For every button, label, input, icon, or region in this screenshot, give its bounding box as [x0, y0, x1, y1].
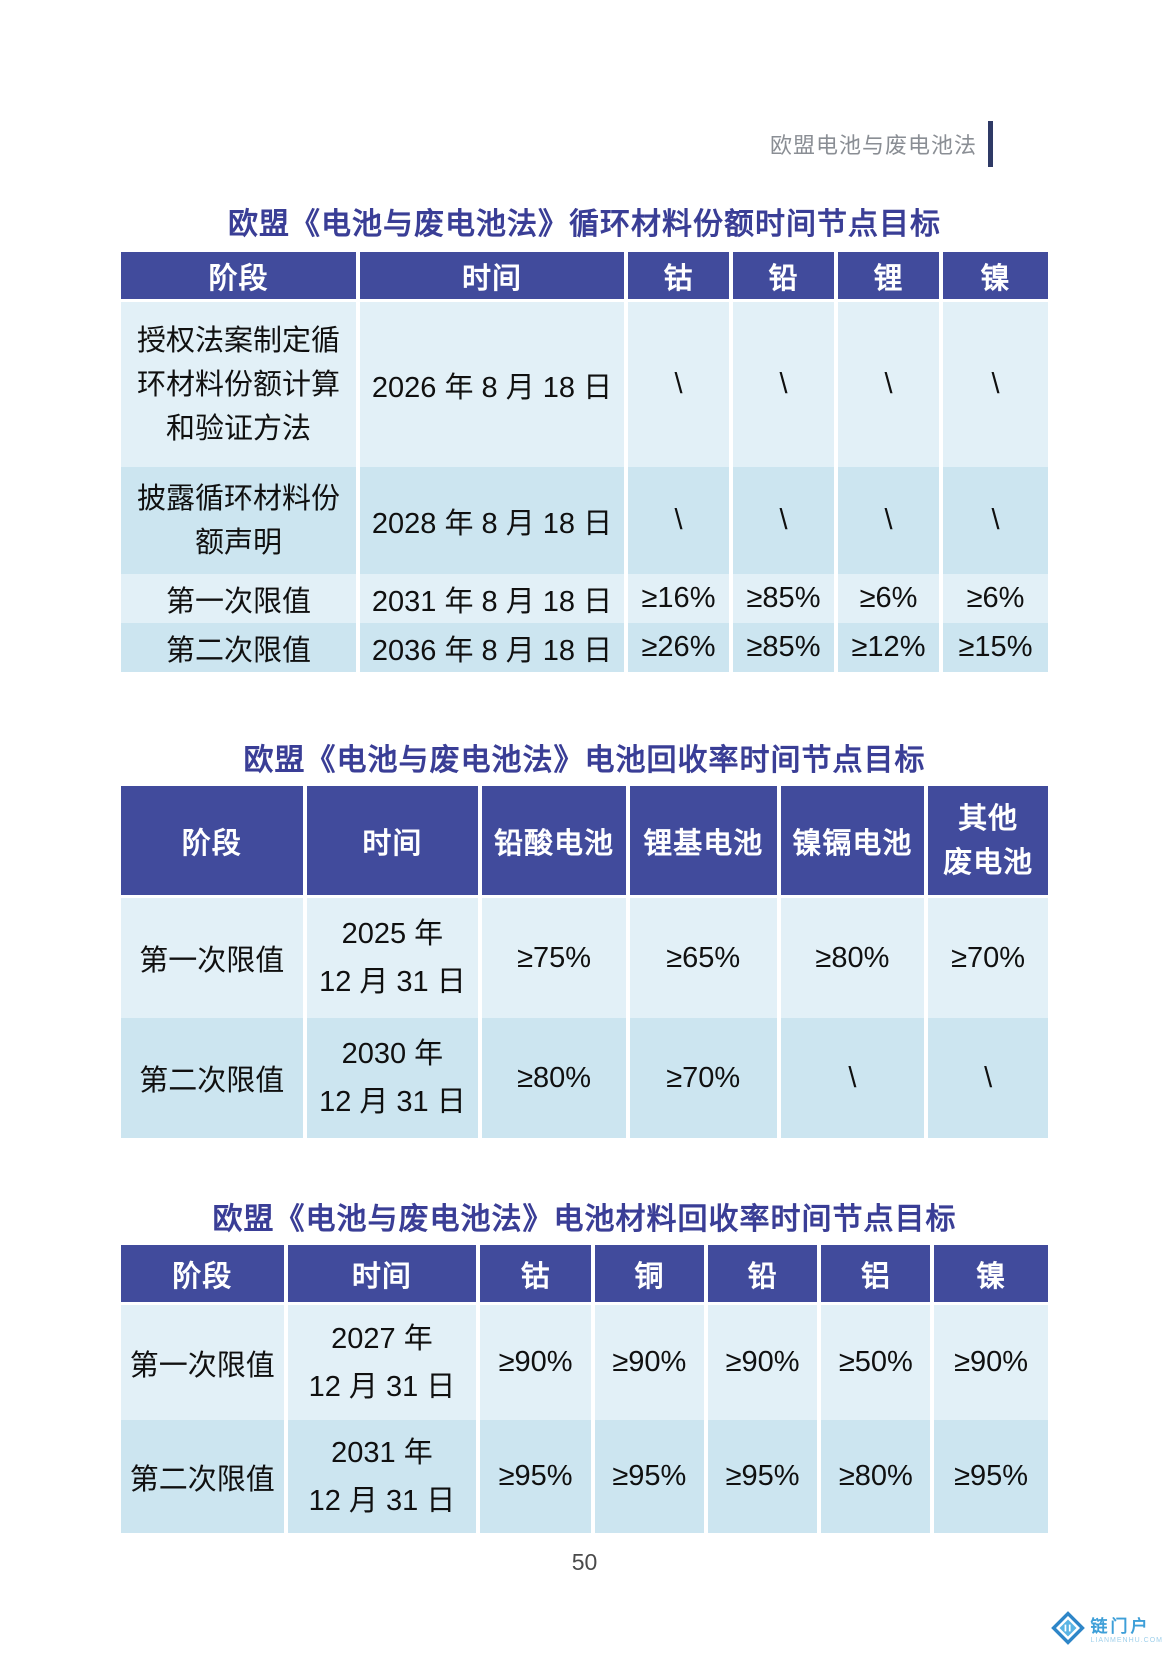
table-cell: ≥90%: [594, 1305, 708, 1420]
site-logo: 链门户 LIANMENHU.COM: [1051, 1611, 1163, 1650]
table-cell: \: [780, 1018, 929, 1138]
table-cell: ≥50%: [821, 1305, 935, 1420]
logo-text: 链门户 LIANMENHU.COM: [1090, 1618, 1163, 1644]
column-header: 铜: [594, 1245, 708, 1305]
column-header: 镍: [934, 1245, 1048, 1305]
column-header: 铅: [707, 1245, 822, 1305]
table2-title: 欧盟《电池与废电池法》电池回收率时间节点目标: [243, 744, 926, 777]
table-cell: \: [928, 1018, 1048, 1138]
table-cell: ≥95%: [707, 1420, 822, 1533]
page-content: 欧盟《电池与废电池法》循环材料份额时间节点目标 阶段 时间 钴 铅 锂 镍 授权…: [121, 208, 1048, 1575]
table-cell: \: [733, 467, 838, 574]
header-accent-bar: [988, 121, 993, 167]
table-cell: 第二次限值: [121, 1018, 307, 1138]
table-cell: ≥95%: [934, 1420, 1048, 1533]
table-cell: 2028 年 8 月 18 日: [360, 467, 628, 574]
table-cell: 2027 年 12 月 31 日: [287, 1305, 481, 1420]
table-cell: ≥65%: [629, 898, 781, 1018]
column-header: 镍: [943, 252, 1048, 302]
table-cell: ≥16%: [628, 574, 733, 623]
logo-name: 链门户: [1090, 1616, 1151, 1636]
column-header: 阶段: [121, 252, 360, 302]
table-cell: 第二次限值: [121, 1420, 288, 1533]
column-header: 时间: [360, 252, 628, 302]
table-cell: ≥12%: [838, 623, 943, 672]
table3-material-recovery-rate: 阶段 时间 钴 铜 铅 铝 镍 第一次限值 2027 年 12 月 31 日 ≥…: [121, 1245, 1048, 1533]
table-cell: ≥90%: [934, 1305, 1048, 1420]
column-header: 时间: [306, 786, 483, 898]
table-cell: 第一次限值: [121, 1305, 288, 1420]
table-cell: ≥90%: [480, 1305, 595, 1420]
column-header: 锂基电池: [629, 786, 781, 898]
table1-circular-material-share: 阶段 时间 钴 铅 锂 镍 授权法案制定循 环材料份额计算 和验证方法 2026…: [121, 252, 1048, 672]
table2-battery-recycling-rate: 阶段 时间 铅酸电池 锂基电池 镍镉电池 其他 废电池 第一次限值 2025 年…: [121, 786, 1048, 1138]
table-cell: \: [838, 467, 943, 574]
table-cell: ≥6%: [943, 574, 1048, 623]
page-number: 50: [571, 1549, 598, 1575]
table1-title: 欧盟《电池与废电池法》循环材料份额时间节点目标: [228, 208, 941, 241]
column-header: 阶段: [121, 786, 307, 898]
column-header: 钴: [628, 252, 733, 302]
table-cell: ≥70%: [629, 1018, 781, 1138]
table-cell: 2036 年 8 月 18 日: [360, 623, 628, 672]
column-header: 铝: [821, 1245, 935, 1305]
column-header: 锂: [838, 252, 943, 302]
table-cell: \: [628, 302, 733, 467]
running-header-text: 欧盟电池与废电池法: [769, 133, 977, 158]
table-cell: 2025 年 12 月 31 日: [306, 898, 483, 1018]
logo-domain: LIANMENHU.COM: [1090, 1636, 1163, 1644]
table-cell: 2031 年 8 月 18 日: [360, 574, 628, 623]
table-cell: ≥80%: [821, 1420, 935, 1533]
table-cell: ≥6%: [838, 574, 943, 623]
column-header: 钴: [480, 1245, 595, 1305]
table-cell: ≥15%: [943, 623, 1048, 672]
table-cell: ≥80%: [482, 1018, 630, 1138]
diamond-logo-icon: [1051, 1611, 1086, 1650]
column-header: 铅酸电池: [482, 786, 630, 898]
table-cell: 披露循环材料份 额声明: [121, 467, 360, 574]
column-header: 阶段: [121, 1245, 288, 1305]
table-cell: ≥80%: [780, 898, 929, 1018]
table-cell: 第一次限值: [121, 898, 307, 1018]
table-cell: ≥95%: [594, 1420, 708, 1533]
column-header: 铅: [733, 252, 838, 302]
table-cell: ≥26%: [628, 623, 733, 672]
table-cell: 授权法案制定循 环材料份额计算 和验证方法: [121, 302, 360, 467]
table-cell: ≥85%: [733, 623, 838, 672]
column-header: 其他 废电池: [928, 786, 1048, 898]
table-cell: ≥95%: [480, 1420, 595, 1533]
table-cell: ≥85%: [733, 574, 838, 623]
table-cell: \: [733, 302, 838, 467]
table-cell: ≥90%: [707, 1305, 822, 1420]
table-cell: \: [943, 467, 1048, 574]
table-cell: 2031 年 12 月 31 日: [287, 1420, 481, 1533]
table-cell: \: [943, 302, 1048, 467]
column-header: 时间: [287, 1245, 481, 1305]
running-header: 欧盟电池与废电池法: [770, 120, 993, 168]
table-cell: ≥75%: [482, 898, 630, 1018]
table-cell: 2026 年 8 月 18 日: [360, 302, 628, 467]
table-cell: ≥70%: [928, 898, 1048, 1018]
table-cell: \: [628, 467, 733, 574]
table-cell: 第二次限值: [121, 623, 360, 672]
table-cell: \: [838, 302, 943, 467]
table-cell: 第一次限值: [121, 574, 360, 623]
table3-title: 欧盟《电池与废电池法》电池材料回收率时间节点目标: [212, 1203, 957, 1236]
table-cell: 2030 年 12 月 31 日: [306, 1018, 483, 1138]
column-header: 镍镉电池: [780, 786, 929, 898]
